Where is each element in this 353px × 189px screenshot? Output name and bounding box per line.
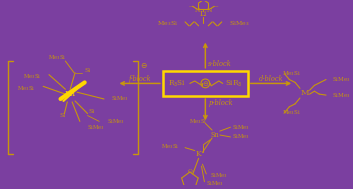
Text: Si: Si [84, 68, 91, 73]
Text: SiMe$_3$: SiMe$_3$ [228, 19, 249, 28]
Text: SiMe$_3$: SiMe$_3$ [232, 132, 250, 141]
Text: Me$_3$Si: Me$_3$Si [282, 108, 300, 117]
Text: Me$_3$Si: Me$_3$Si [282, 69, 300, 78]
Text: Me$_3$Si: Me$_3$Si [48, 53, 66, 62]
Text: Sn: Sn [211, 131, 219, 139]
Text: Me$_3$Si: Me$_3$Si [189, 117, 207, 126]
Text: SiMe$_3$: SiMe$_3$ [332, 91, 351, 100]
Text: Si: Si [59, 113, 66, 118]
Text: SiMe$_3$: SiMe$_3$ [210, 171, 228, 180]
Text: $\ominus$: $\ominus$ [202, 79, 209, 88]
Text: s-block: s-block [208, 60, 232, 68]
Text: p-block: p-block [208, 99, 233, 107]
Text: K: K [196, 150, 202, 158]
Text: Ln: Ln [65, 90, 76, 98]
Text: Li: Li [200, 10, 207, 18]
Text: SiMe$_3$: SiMe$_3$ [86, 123, 104, 132]
Text: M: M [300, 89, 309, 97]
Text: SiMe$_3$: SiMe$_3$ [232, 123, 250, 132]
Text: R$_3$Si: R$_3$Si [168, 78, 186, 88]
Text: SiMe$_3$: SiMe$_3$ [111, 94, 129, 103]
Text: Me$_3$Si: Me$_3$Si [157, 19, 178, 28]
Text: —: — [189, 4, 195, 9]
Text: SiMe$_3$: SiMe$_3$ [206, 179, 224, 188]
Text: SiMe$_3$: SiMe$_3$ [332, 75, 351, 84]
Text: SiR$_3$: SiR$_3$ [225, 78, 242, 88]
Text: f-block: f-block [128, 74, 151, 83]
Text: d-block: d-block [259, 74, 283, 83]
Text: N: N [207, 8, 212, 13]
Text: $\ominus$: $\ominus$ [140, 61, 148, 70]
Text: Me$_3$Si: Me$_3$Si [161, 142, 179, 151]
Text: Si: Si [88, 109, 95, 114]
Text: Me$_3$Si: Me$_3$Si [23, 72, 41, 81]
Text: O: O [187, 170, 192, 174]
Text: Me$_3$Si: Me$_3$Si [17, 84, 35, 93]
Bar [163, 71, 248, 96]
Text: SiMe$_3$: SiMe$_3$ [107, 117, 125, 126]
Text: —: — [213, 4, 218, 9]
Text: N: N [195, 8, 200, 13]
